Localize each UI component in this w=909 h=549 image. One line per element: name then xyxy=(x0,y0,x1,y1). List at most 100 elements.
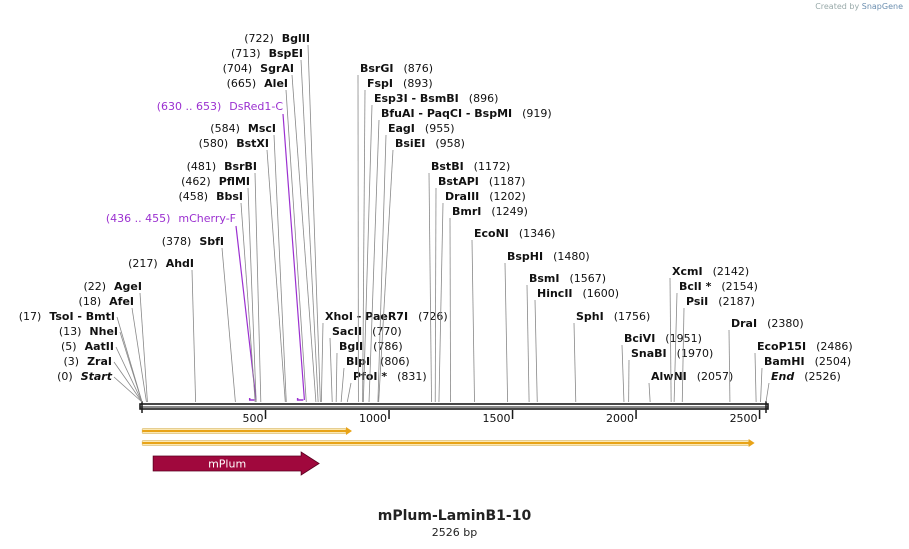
site-name: AlwNI xyxy=(651,370,687,383)
site-name: BstAPI xyxy=(438,175,479,188)
site-name: BclI * xyxy=(679,280,712,293)
site-connector xyxy=(300,59,319,403)
site-label: (3) ZraI xyxy=(63,355,112,368)
feature-label: mPlum xyxy=(208,458,246,471)
site-name: BstXI xyxy=(236,137,269,150)
site-label: EcoNI (1346) xyxy=(474,227,555,240)
site-label: (722) BglII xyxy=(244,32,310,45)
site-position: (770) xyxy=(372,325,402,338)
site-position: (1480) xyxy=(553,250,590,263)
site-label: BclI * (2154) xyxy=(679,280,758,293)
site-label: (462) PflMI xyxy=(181,175,250,188)
site-name: BciVI xyxy=(624,332,655,345)
ruler-tick-label: 500 xyxy=(243,412,264,425)
site-position: (919) xyxy=(522,107,552,120)
site-label: SphI (1756) xyxy=(576,310,650,323)
site-label: BlpI (806) xyxy=(346,355,410,368)
site-label: XcmI (2142) xyxy=(672,265,749,278)
site-connector xyxy=(240,202,256,403)
site-label: (584) MscI xyxy=(210,122,276,135)
site-name: AleI xyxy=(264,77,288,90)
site-position: (2526) xyxy=(804,370,841,383)
site-name: TsoI - BmtI xyxy=(49,310,115,323)
site-name: AhdI xyxy=(166,257,194,270)
site-label: BsrGI (876) xyxy=(360,62,433,75)
site-connector xyxy=(378,149,394,403)
site-label: XhoI - PaeR7I (726) xyxy=(325,310,448,323)
site-connector xyxy=(362,89,366,403)
site-position: (2380) xyxy=(767,317,804,330)
site-connector xyxy=(534,299,538,403)
site-name: FspI xyxy=(367,77,393,90)
site-position: (786) xyxy=(373,340,403,353)
site-label: (17) TsoI - BmtI xyxy=(19,310,115,323)
site-name: BsmI xyxy=(529,272,560,285)
site-position: (1346) xyxy=(519,227,556,240)
site-connector xyxy=(320,322,324,403)
site-position: (876) xyxy=(403,62,433,75)
site-name: EcoP15I xyxy=(757,340,806,353)
site-connector xyxy=(434,187,437,403)
site-label: BsiEI (958) xyxy=(395,137,465,150)
site-label: BstAPI (1187) xyxy=(438,175,525,188)
site-connector xyxy=(428,172,432,403)
site-connector xyxy=(335,352,338,403)
site-connector xyxy=(221,247,236,403)
site-name: XhoI - PaeR7I xyxy=(325,310,408,323)
site-name: EcoNI xyxy=(474,227,509,240)
site-label: EcoP15I (2486) xyxy=(757,340,853,353)
site-name: BglII xyxy=(282,32,310,45)
site-connector xyxy=(471,239,475,403)
site-connector xyxy=(273,134,287,403)
site-label: (5) AatII xyxy=(61,340,114,353)
site-position: (0) xyxy=(57,370,73,383)
site-name: BfuAI - PaqCI - BspMI xyxy=(381,107,512,120)
map-title: mPlum-LaminB1-10 xyxy=(377,508,532,524)
site-name: BglI xyxy=(339,340,363,353)
site-connector xyxy=(760,367,763,403)
ruler-tick-label: 1000 xyxy=(359,412,387,425)
site-name: BmrI xyxy=(452,205,481,218)
site-name: PflMI xyxy=(219,175,250,188)
site-label: (580) BstXI xyxy=(199,137,269,150)
site-position: (22) xyxy=(83,280,106,293)
site-label: (704) SgrAI xyxy=(223,62,294,75)
site-position: (436 .. 455) xyxy=(106,212,171,225)
site-connector xyxy=(113,376,143,403)
site-position: (3) xyxy=(63,355,79,368)
site-position: (462) xyxy=(181,175,211,188)
site-name: DsRed1-C xyxy=(229,100,283,113)
site-label: (665) AleI xyxy=(227,77,288,90)
site-position: (722) xyxy=(244,32,274,45)
site-connector xyxy=(673,292,678,403)
site-connector xyxy=(728,329,731,403)
site-label: BspHI (1480) xyxy=(507,250,590,263)
site-connector xyxy=(329,337,333,403)
site-connector xyxy=(765,382,770,403)
site-name: SphI xyxy=(576,310,604,323)
site-connector xyxy=(449,217,451,403)
site-position: (217) xyxy=(128,257,158,270)
site-label: BsmI (1567) xyxy=(529,272,606,285)
site-connector xyxy=(247,187,257,403)
site-name: MscI xyxy=(248,122,276,135)
site-label: (0) Start xyxy=(57,370,113,383)
site-position: (893) xyxy=(403,77,433,90)
site-name: BsiEI xyxy=(395,137,425,150)
site-name: BspEI xyxy=(269,47,303,60)
site-connector xyxy=(113,361,143,403)
site-position: (1172) xyxy=(474,160,511,173)
ruler-tick-label: 2500 xyxy=(730,412,758,425)
site-connector xyxy=(573,322,577,403)
site-position: (18) xyxy=(79,295,102,308)
site-connector xyxy=(648,382,651,403)
site-position: (481) xyxy=(187,160,217,173)
site-position: (806) xyxy=(380,355,410,368)
ruler-tick-label: 2000 xyxy=(606,412,634,425)
site-name: AatII xyxy=(85,340,114,353)
site-connector xyxy=(291,74,317,403)
site-position: (896) xyxy=(469,92,499,105)
site-position: (5) xyxy=(61,340,77,353)
site-position: (378) xyxy=(162,235,192,248)
site-position: (584) xyxy=(210,122,240,135)
